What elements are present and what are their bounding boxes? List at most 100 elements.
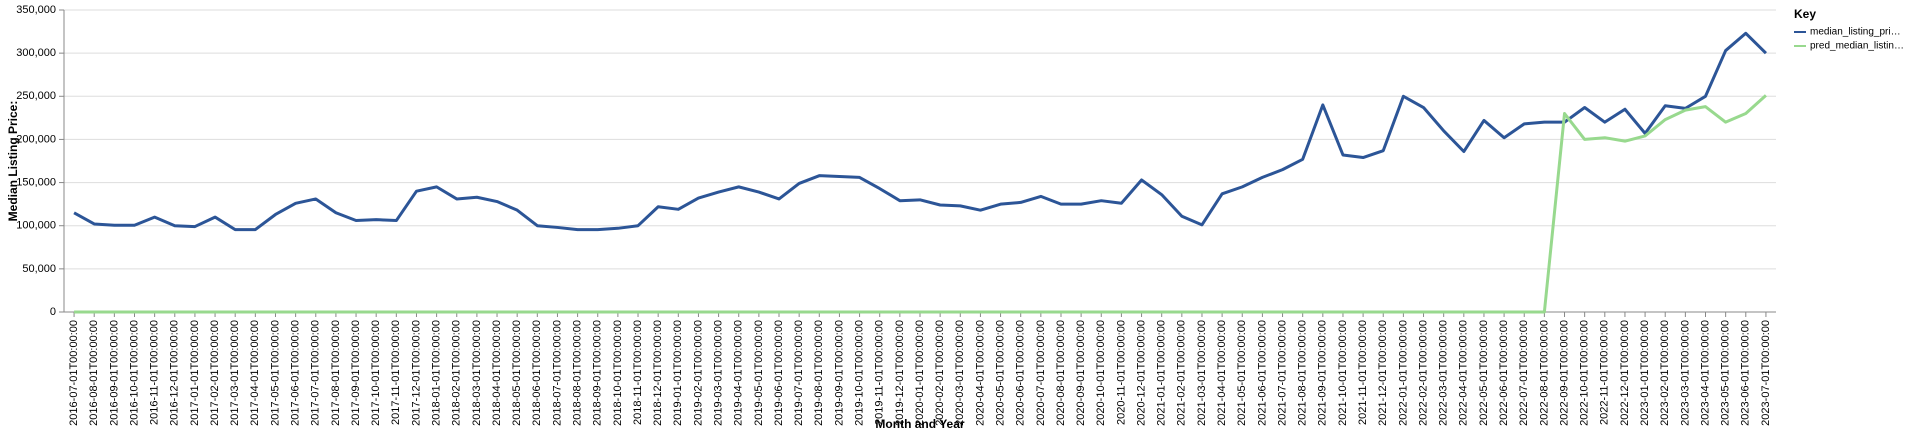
x-tick-label: 2022-02-01T00:00:00 [1417, 320, 1429, 426]
x-tick-label: 2018-01-01T00:00:00 [431, 320, 443, 426]
y-axis-title: Median Listing Price: [6, 101, 20, 222]
x-tick-label: 2022-08-01T00:00:00 [1538, 320, 1550, 426]
x-tick-label: 2016-12-01T00:00:00 [169, 320, 181, 426]
x-tick-label: 2018-03-01T00:00:00 [471, 320, 483, 426]
x-tick-label: 2018-08-01T00:00:00 [572, 320, 584, 426]
x-tick-label: 2020-03-01T00:00:00 [954, 320, 966, 426]
legend-label: median_listing_pri… [1810, 27, 1901, 38]
y-tick-label: 200,000 [16, 133, 56, 145]
x-tick-label: 2020-01-01T00:00:00 [914, 320, 926, 426]
y-tick-label: 50,000 [22, 263, 56, 275]
series-line [73, 31, 1767, 232]
x-tick-label: 2023-02-01T00:00:00 [1659, 320, 1671, 426]
x-tick-label: 2023-06-01T00:00:00 [1740, 320, 1752, 426]
x-tick-label: 2020-06-01T00:00:00 [1015, 320, 1027, 426]
y-tick-label: 250,000 [16, 90, 56, 102]
x-tick-label: 2020-09-01T00:00:00 [1075, 320, 1087, 426]
x-tick-label: 2021-03-01T00:00:00 [1196, 320, 1208, 426]
x-tick-label: 2018-07-01T00:00:00 [551, 320, 563, 426]
x-tick-label: 2022-12-01T00:00:00 [1619, 320, 1631, 426]
x-tick-label: 2016-09-01T00:00:00 [108, 320, 120, 426]
x-tick-label: 2018-09-01T00:00:00 [592, 320, 604, 426]
y-tick-label: 100,000 [16, 220, 56, 232]
x-tick-label: 2023-05-01T00:00:00 [1720, 320, 1732, 426]
y-tick-label: 300,000 [16, 47, 56, 59]
x-tick-label: 2023-04-01T00:00:00 [1699, 320, 1711, 426]
x-tick-label: 2018-02-01T00:00:00 [451, 320, 463, 426]
x-tick-label: 2017-07-01T00:00:00 [310, 320, 322, 426]
y-tick-label: 0 [50, 306, 56, 318]
x-tick-label: 2019-02-01T00:00:00 [692, 320, 704, 426]
x-tick-label: 2019-01-01T00:00:00 [672, 320, 684, 426]
x-tick-label: 2021-01-01T00:00:00 [1156, 320, 1168, 426]
x-tick-label: 2018-10-01T00:00:00 [612, 320, 624, 426]
x-tick-label: 2019-11-01T00:00:00 [874, 320, 886, 425]
x-tick-label: 2017-04-01T00:00:00 [249, 320, 261, 426]
x-tick-label: 2022-11-01T00:00:00 [1599, 320, 1611, 425]
x-tick-label: 2019-07-01T00:00:00 [793, 320, 805, 426]
x-tick-label: 2019-10-01T00:00:00 [853, 320, 865, 426]
x-tick-label: 2021-08-01T00:00:00 [1297, 320, 1309, 426]
x-tick-label: 2021-05-01T00:00:00 [1236, 320, 1248, 426]
x-tick-label: 2016-11-01T00:00:00 [149, 320, 161, 425]
x-tick-label: 2016-10-01T00:00:00 [128, 320, 140, 426]
y-tick-label: 350,000 [16, 4, 56, 16]
x-tick-label: 2018-06-01T00:00:00 [531, 320, 543, 426]
legend-title: Key [1794, 7, 1816, 21]
x-tick-label: 2019-12-01T00:00:00 [894, 320, 906, 426]
x-tick-label: 2020-05-01T00:00:00 [994, 320, 1006, 426]
x-tick-label: 2017-10-01T00:00:00 [370, 320, 382, 426]
y-tick-label: 150,000 [16, 176, 56, 188]
x-tick-label: 2021-12-01T00:00:00 [1377, 320, 1389, 426]
x-tick-label: 2022-03-01T00:00:00 [1438, 320, 1450, 426]
x-tick-label: 2017-11-01T00:00:00 [390, 320, 402, 425]
x-tick-label: 2022-10-01T00:00:00 [1579, 320, 1591, 426]
x-tick-label: 2018-11-01T00:00:00 [632, 320, 644, 425]
x-tick-label: 2023-01-01T00:00:00 [1639, 320, 1651, 426]
series-line [74, 94, 1767, 314]
x-tick-label: 2017-08-01T00:00:00 [330, 320, 342, 426]
x-tick-label: 2016-07-01T00:00:00 [68, 320, 80, 426]
x-tick-label: 2017-06-01T00:00:00 [290, 320, 302, 426]
x-tick-label: 2019-05-01T00:00:00 [753, 320, 765, 426]
x-tick-label: 2017-02-01T00:00:00 [209, 320, 221, 426]
x-tick-label: 2017-12-01T00:00:00 [410, 320, 422, 426]
x-tick-label: 2016-08-01T00:00:00 [88, 320, 100, 426]
x-tick-label: 2019-09-01T00:00:00 [833, 320, 845, 426]
x-tick-label: 2017-01-01T00:00:00 [189, 320, 201, 426]
x-tick-label: 2021-11-01T00:00:00 [1357, 320, 1369, 425]
x-tick-label: 2020-02-01T00:00:00 [934, 320, 946, 426]
x-tick-label: 2021-02-01T00:00:00 [1176, 320, 1188, 426]
x-tick-label: 2022-06-01T00:00:00 [1498, 320, 1510, 426]
x-tick-label: 2021-07-01T00:00:00 [1276, 320, 1288, 426]
x-axis-title: Month and Year [875, 417, 964, 431]
x-tick-label: 2022-05-01T00:00:00 [1478, 320, 1490, 426]
x-tick-label: 2019-03-01T00:00:00 [712, 320, 724, 426]
x-tick-label: 2021-09-01T00:00:00 [1317, 320, 1329, 426]
x-tick-label: 2022-04-01T00:00:00 [1458, 320, 1470, 426]
x-tick-label: 2017-05-01T00:00:00 [269, 320, 281, 426]
x-tick-label: 2021-04-01T00:00:00 [1216, 320, 1228, 426]
x-tick-label: 2020-11-01T00:00:00 [1115, 320, 1127, 425]
x-tick-label: 2018-12-01T00:00:00 [652, 320, 664, 426]
x-tick-label: 2020-07-01T00:00:00 [1035, 320, 1047, 426]
x-tick-label: 2019-04-01T00:00:00 [733, 320, 745, 426]
x-tick-label: 2023-03-01T00:00:00 [1679, 320, 1691, 426]
x-tick-label: 2022-01-01T00:00:00 [1397, 320, 1409, 426]
legend-label: pred_median_listin… [1810, 41, 1904, 52]
x-tick-label: 2017-03-01T00:00:00 [229, 320, 241, 426]
x-tick-label: 2021-10-01T00:00:00 [1337, 320, 1349, 426]
x-tick-label: 2020-10-01T00:00:00 [1095, 320, 1107, 426]
x-tick-label: 2018-04-01T00:00:00 [491, 320, 503, 426]
x-tick-label: 2020-08-01T00:00:00 [1055, 320, 1067, 426]
x-tick-label: 2020-12-01T00:00:00 [1135, 320, 1147, 426]
x-tick-label: 2022-09-01T00:00:00 [1558, 320, 1570, 426]
x-tick-label: 2019-08-01T00:00:00 [813, 320, 825, 426]
x-tick-label: 2017-09-01T00:00:00 [350, 320, 362, 426]
x-tick-label: 2019-06-01T00:00:00 [773, 320, 785, 426]
x-tick-label: 2018-05-01T00:00:00 [511, 320, 523, 426]
x-tick-label: 2020-04-01T00:00:00 [974, 320, 986, 426]
x-tick-label: 2021-06-01T00:00:00 [1256, 320, 1268, 426]
